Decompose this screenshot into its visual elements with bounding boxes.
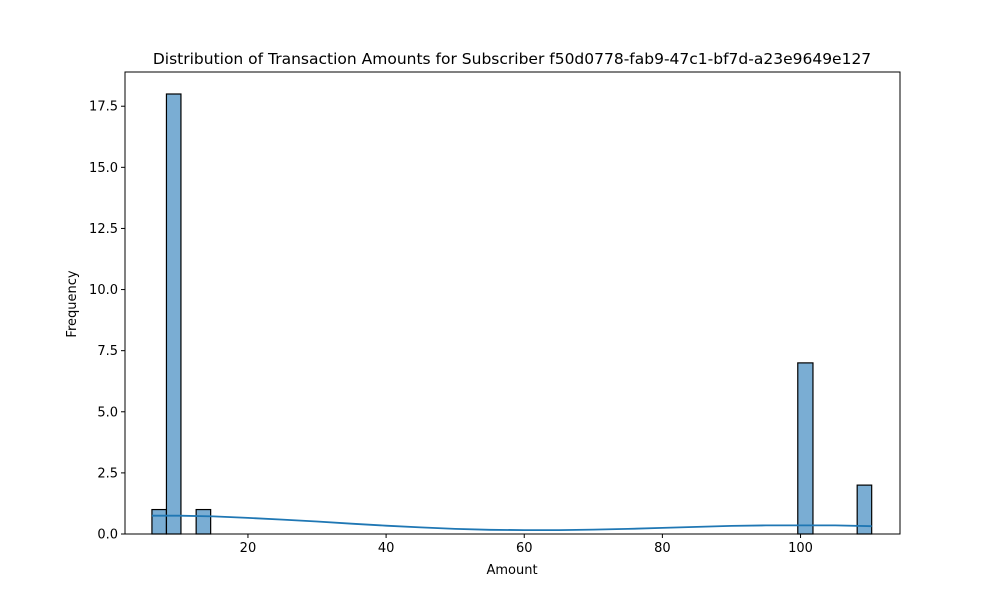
histogram-bar-2 (195, 508, 212, 535)
x-tick-label: 80 (654, 541, 671, 556)
y-tick-label: 15.0 (89, 161, 118, 176)
x-axis-label: Amount (486, 563, 537, 578)
bars-group (151, 93, 873, 535)
y-tick-label: 2.5 (97, 466, 118, 481)
y-axis-label: Frequency (65, 270, 80, 337)
histogram-bar-0 (151, 508, 168, 535)
histogram-bar-1 (165, 93, 182, 535)
histogram-bar-3 (797, 362, 814, 535)
y-tick-label: 0.0 (97, 528, 118, 543)
kde-line (151, 514, 872, 531)
x-axis-ticks: 20 40 60 80 100 (240, 534, 813, 556)
y-tick-label: 17.5 (89, 100, 118, 115)
x-tick-label: 40 (378, 541, 395, 556)
y-tick-label: 12.5 (89, 222, 118, 237)
y-tick-label: 7.5 (97, 344, 118, 359)
x-tick-label: 100 (788, 541, 813, 556)
plot-frame (124, 71, 901, 535)
x-tick-label: 60 (516, 541, 533, 556)
x-tick-label: 20 (240, 541, 257, 556)
y-tick-label: 10.0 (89, 283, 118, 298)
chart-title: Distribution of Transaction Amounts for … (153, 50, 871, 68)
kde-group (151, 514, 872, 531)
y-tick-label: 5.0 (97, 405, 118, 420)
y-axis-ticks: 0.0 2.5 5.0 7.5 10.0 12.5 15.0 17.5 (89, 100, 125, 543)
